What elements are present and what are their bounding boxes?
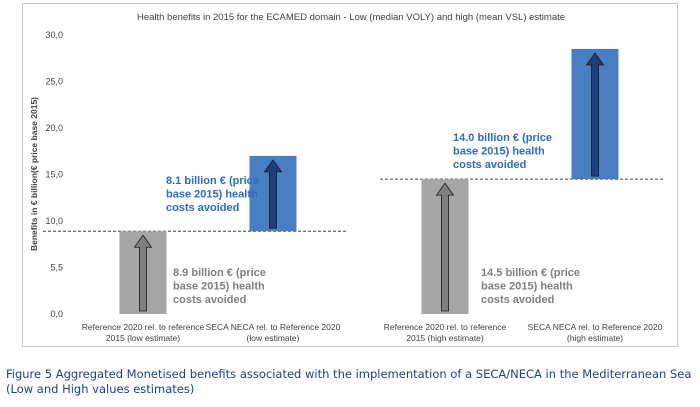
x-tick-label-line: SECA NECA rel. to Reference 2020 [528, 322, 663, 332]
x-tick-label-line: 2015 (high estimate) [406, 333, 484, 343]
x-tick-label-line: Reference 2020 rel. to reference [384, 322, 507, 332]
y-axis-ticks: 0,0 5,5 10,0 15,0 20,0 25,0 30,0 [45, 30, 63, 319]
y-tick-label: 0,0 [50, 309, 63, 319]
x-tick-label: SECA NECA rel. to Reference 2020 (high es… [528, 322, 663, 343]
annotation: 8.1 billion € (price base 2015) health cos… [166, 175, 259, 214]
figure-caption: Figure 5 Aggregated Monetised benefits a… [6, 367, 692, 396]
x-tick-label: SECA NECA rel. to Reference 2020 (low est… [206, 322, 341, 343]
y-tick-label: 30,0 [45, 30, 63, 40]
annotation-line: 14.5 billion € (price [481, 267, 580, 279]
annotation: 14.5 billion € (price base 2015) health co… [481, 267, 580, 306]
annotation-line: 14.0 billion € (price [453, 132, 552, 144]
x-tick-label-line: Reference 2020 rel. to reference [82, 322, 205, 332]
bar-arrow [585, 52, 605, 177]
annotation-line: base 2015) health [453, 146, 545, 158]
annotation: 14.0 billion € (price base 2015) health co… [453, 132, 552, 171]
x-tick-label: Reference 2020 rel. to reference 2015 (lo… [82, 322, 205, 343]
x-tick-label: Reference 2020 rel. to reference 2015 (hi… [384, 322, 507, 343]
annotation-line: 8.9 billion € (price [173, 267, 266, 279]
y-tick-label: 25,0 [45, 77, 63, 87]
x-tick-label-line: (high estimate) [567, 333, 623, 343]
y-tick-label: 10,0 [45, 216, 63, 226]
chart-frame: Health benefits in 2015 for the ECAMED d… [22, 3, 678, 347]
annotation-line: costs avoided [166, 202, 239, 214]
x-tick-label-line: (low estimate) [247, 333, 300, 343]
x-tick-label-line: SECA NECA rel. to Reference 2020 [206, 322, 341, 332]
bar-arrow [133, 234, 153, 312]
chart: Health benefits in 2015 for the ECAMED d… [29, 12, 665, 343]
x-tick-label-line: 2015 (low estimate) [106, 333, 180, 343]
annotation-line: base 2015) health [481, 281, 573, 293]
annotation: 8.9 billion € (price base 2015) health cos… [173, 267, 266, 306]
bar-arrow [435, 182, 455, 312]
bar-arrow [263, 159, 283, 229]
annotation-line: base 2015) health [166, 189, 258, 201]
y-tick-label: 15,0 [45, 170, 63, 180]
annotation-line: 8.1 billion € (price [166, 175, 259, 187]
annotation-line: costs avoided [173, 294, 246, 306]
annotations: 8.9 billion € (price base 2015) health cos… [166, 132, 580, 306]
y-tick-label: 5,5 [50, 263, 63, 273]
bars [119, 48, 619, 314]
x-axis-labels: Reference 2020 rel. to reference 2015 (lo… [82, 322, 663, 343]
annotation-line: costs avoided [453, 159, 526, 171]
y-axis-label: Benefits in € billion(€ price base 2015) [29, 97, 39, 251]
annotation-line: base 2015) health [173, 281, 265, 293]
chart-title: Health benefits in 2015 for the ECAMED d… [137, 12, 565, 23]
y-tick-label: 20,0 [45, 123, 63, 133]
reference-lines [43, 178, 665, 232]
annotation-line: costs avoided [481, 294, 554, 306]
